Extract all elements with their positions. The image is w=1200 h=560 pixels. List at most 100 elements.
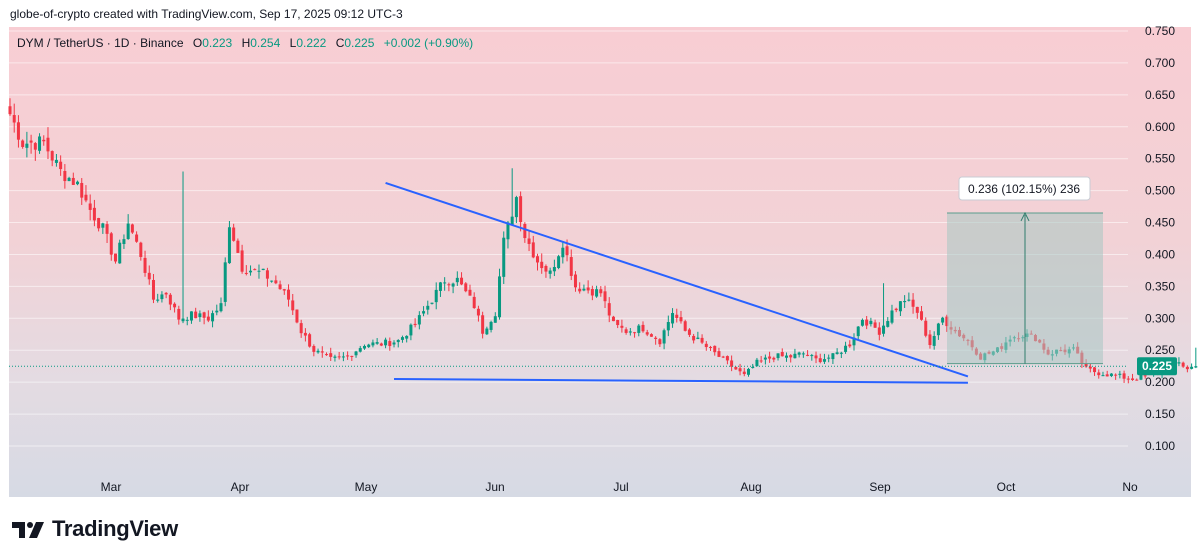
- candle-body: [780, 352, 784, 357]
- candle-body: [692, 335, 696, 341]
- candle-body: [679, 317, 683, 322]
- candle-body: [278, 284, 282, 290]
- candle-body: [236, 240, 240, 253]
- candle-body: [911, 299, 915, 307]
- candle-body: [198, 313, 202, 318]
- candle-body: [215, 310, 219, 313]
- candle-body: [747, 368, 750, 375]
- candle-body: [839, 352, 843, 354]
- candle-body: [590, 289, 594, 296]
- candle-body: [704, 343, 708, 348]
- candle-body: [1088, 366, 1092, 369]
- candle-body: [8, 106, 12, 115]
- candle-body: [392, 342, 396, 345]
- candle-body: [801, 353, 805, 355]
- candle-body: [362, 345, 366, 349]
- price-range-arrow-head: [1020, 211, 1030, 222]
- candle-body: [320, 351, 324, 353]
- candle-body: [299, 323, 303, 334]
- candle-body: [717, 351, 721, 357]
- candle-body: [628, 331, 632, 333]
- candle-body: [860, 319, 864, 326]
- candle-body: [915, 306, 919, 313]
- candle-body: [1109, 373, 1113, 377]
- candle-body: [16, 122, 20, 140]
- candle-body: [856, 326, 860, 337]
- candle-body: [21, 140, 25, 147]
- x-tick-label: May: [355, 480, 378, 494]
- candle-body: [253, 269, 257, 271]
- candle-body: [42, 139, 46, 142]
- candle-body: [451, 283, 455, 287]
- candle-body: [506, 222, 510, 240]
- candle-body: [1114, 374, 1118, 376]
- candle-body: [831, 353, 835, 360]
- candle-body: [616, 320, 620, 326]
- candle-body: [291, 300, 295, 311]
- candle-body: [848, 344, 852, 347]
- candle-body: [645, 332, 649, 335]
- candle-body: [595, 289, 599, 297]
- candle-body: [666, 322, 670, 331]
- high-value: 0.254: [250, 36, 281, 50]
- candle-body: [29, 140, 33, 143]
- candle-body: [12, 115, 16, 123]
- candle-body: [641, 324, 645, 332]
- y-tick-label: 0.250: [1145, 343, 1175, 357]
- y-tick-label: 0.400: [1145, 247, 1175, 261]
- chart-attribution: globe-of-crypto created with TradingView…: [10, 7, 403, 21]
- candle-body: [772, 357, 776, 360]
- candle-body: [287, 289, 291, 300]
- candle-body: [725, 356, 729, 361]
- candle-body: [755, 359, 759, 367]
- candle-body: [797, 352, 801, 355]
- candle-body: [1190, 366, 1194, 369]
- candle-body: [434, 289, 438, 303]
- candle-body: [683, 321, 687, 331]
- candle-body: [219, 303, 223, 312]
- candle-body: [658, 339, 662, 345]
- candle-body: [671, 313, 675, 324]
- candle-body: [536, 256, 539, 263]
- candle-body: [662, 330, 666, 344]
- candle-body: [379, 343, 383, 346]
- candle-body: [472, 296, 476, 309]
- candle-body: [734, 366, 738, 370]
- candle-body: [130, 224, 134, 233]
- candle-body: [173, 303, 177, 308]
- candle-body: [346, 355, 350, 357]
- candle-body: [282, 289, 286, 291]
- candle-body: [582, 288, 586, 291]
- candle-body: [945, 316, 949, 327]
- candle-body: [894, 308, 898, 311]
- candle-body: [206, 316, 210, 321]
- candle-body: [565, 246, 569, 256]
- candle-body: [738, 368, 742, 372]
- candle-body: [637, 325, 641, 333]
- candle-body: [654, 337, 658, 339]
- symbol-legend: DYM / TetherUS · 1D · Binance O0.223 H0.…: [17, 36, 473, 50]
- candle-body: [295, 309, 299, 323]
- x-tick-label: Aug: [740, 480, 761, 494]
- tradingview-logo[interactable]: TradingView: [12, 516, 178, 542]
- candle-body: [510, 216, 514, 225]
- y-tick-label: 0.750: [1145, 24, 1175, 38]
- candle-body: [548, 270, 552, 274]
- candle-body: [540, 261, 544, 269]
- candle-body: [430, 302, 434, 304]
- candle-body: [776, 353, 780, 359]
- candle-body: [810, 355, 814, 357]
- candle-body: [341, 356, 345, 358]
- y-tick-label: 0.450: [1145, 216, 1175, 230]
- candle-body: [721, 356, 725, 358]
- y-tick-label: 0.700: [1145, 56, 1175, 70]
- candle-body: [759, 360, 763, 362]
- candle-body: [818, 358, 822, 363]
- candle-body: [877, 327, 881, 335]
- candle-body: [417, 315, 421, 325]
- candle-body: [751, 366, 755, 368]
- candle-body: [573, 274, 577, 288]
- candle-body: [578, 288, 582, 292]
- candle-body: [109, 233, 113, 255]
